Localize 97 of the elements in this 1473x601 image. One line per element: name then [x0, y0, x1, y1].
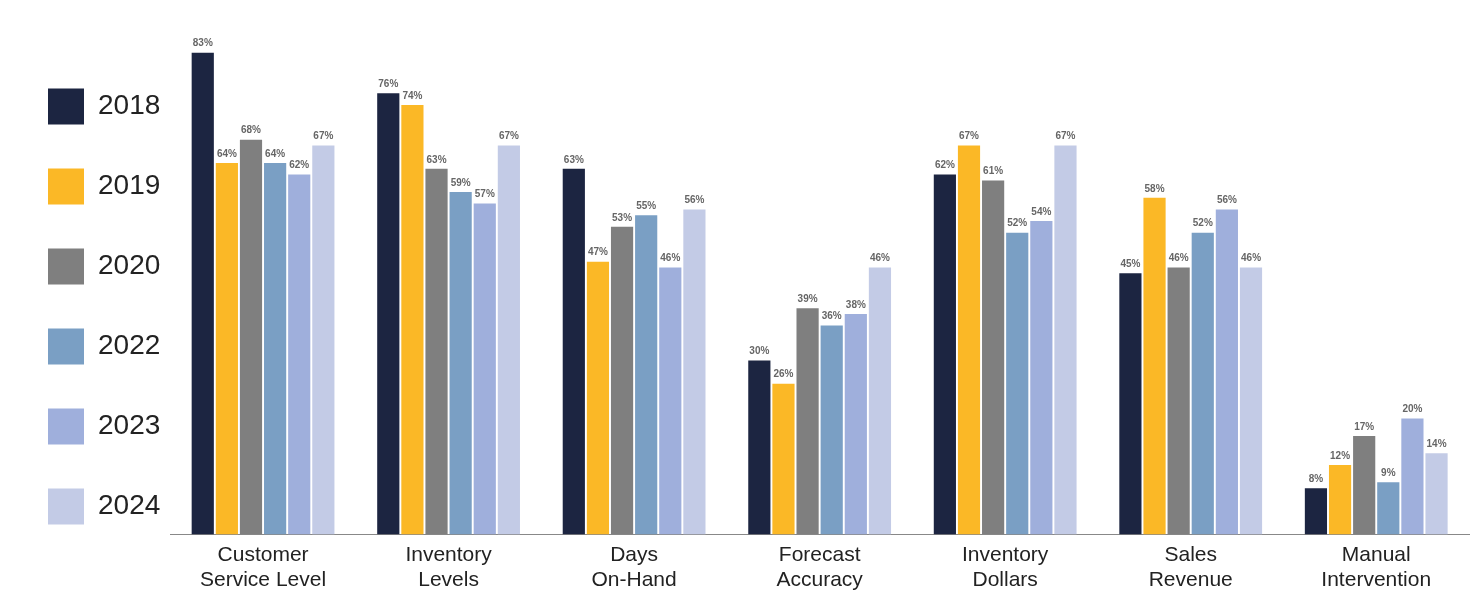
- data-label: 46%: [1168, 252, 1189, 264]
- legend-label: 2020: [98, 249, 161, 281]
- data-label: 20%: [1402, 403, 1423, 415]
- bar: [562, 168, 585, 535]
- data-label: 54%: [1031, 205, 1052, 217]
- bar: [497, 145, 520, 535]
- bar: [844, 313, 867, 535]
- legend-label: 2019: [98, 169, 161, 201]
- bar: [401, 104, 424, 535]
- data-label: 56%: [1216, 194, 1237, 206]
- bar: [1239, 267, 1263, 535]
- data-label: 26%: [773, 368, 794, 380]
- data-label: 63%: [563, 153, 584, 165]
- bar: [1377, 482, 1400, 535]
- data-label: 17%: [1354, 420, 1375, 432]
- data-label: 55%: [636, 199, 657, 211]
- data-label: 56%: [684, 194, 705, 206]
- bar: [1328, 464, 1352, 535]
- x-tick-label: Inventory Levels: [405, 542, 493, 591]
- legend-label: 2024: [98, 489, 161, 521]
- bar: [796, 308, 819, 535]
- bar: [1425, 453, 1448, 535]
- data-label: 61%: [983, 165, 1004, 177]
- bar: [288, 174, 311, 535]
- bar: [933, 174, 956, 535]
- bar: [1119, 273, 1142, 535]
- bar: [982, 180, 1005, 535]
- data-label: 67%: [498, 130, 519, 142]
- bar: [473, 203, 496, 535]
- bar: [449, 192, 472, 535]
- bar: [1167, 267, 1190, 535]
- data-label: 52%: [1192, 217, 1213, 229]
- bar: [215, 162, 238, 535]
- bar: [586, 261, 610, 535]
- bar: [191, 52, 214, 535]
- data-label: 74%: [402, 89, 423, 101]
- x-tick-label: Sales Revenue: [1148, 542, 1233, 591]
- data-label: 68%: [240, 124, 262, 136]
- data-label: 58%: [1144, 182, 1165, 194]
- bar: [1401, 418, 1424, 535]
- data-label: 52%: [1007, 217, 1028, 229]
- data-label: 83%: [192, 37, 213, 49]
- data-label: 9%: [1381, 467, 1396, 479]
- data-label: 46%: [1240, 252, 1262, 264]
- data-label: 67%: [313, 130, 334, 142]
- bar: [868, 267, 892, 535]
- bar: [425, 168, 448, 535]
- data-label: 63%: [426, 153, 447, 165]
- bar: [1143, 197, 1166, 535]
- bar: [748, 360, 771, 535]
- data-label: 38%: [845, 298, 866, 310]
- data-label: 59%: [450, 176, 471, 188]
- data-label: 45%: [1120, 258, 1141, 270]
- bar: [1353, 435, 1376, 535]
- data-label: 53%: [612, 211, 633, 223]
- bar: [1006, 232, 1029, 535]
- bar: [1304, 488, 1328, 535]
- bar: [772, 383, 795, 535]
- bar: [264, 162, 287, 535]
- bar: [683, 209, 706, 535]
- bar: [239, 139, 263, 535]
- data-label: 30%: [749, 345, 770, 357]
- bar: [635, 215, 658, 535]
- x-tick-label: Customer Service Level: [200, 542, 327, 591]
- legend-label: 2018: [98, 89, 161, 121]
- bar: [312, 145, 335, 535]
- data-label: 57%: [474, 188, 495, 200]
- data-label: 39%: [797, 292, 818, 304]
- bar: [820, 325, 843, 535]
- data-label: 12%: [1330, 449, 1351, 461]
- x-tick-label: Forecast Accuracy: [776, 542, 864, 591]
- legend-label: 2023: [98, 409, 161, 441]
- data-label: 67%: [1055, 130, 1076, 142]
- bar: [659, 267, 682, 535]
- data-label: 36%: [821, 310, 842, 322]
- bar: [377, 93, 400, 535]
- data-label: 62%: [934, 159, 955, 171]
- bar: [1191, 232, 1214, 535]
- data-label: 47%: [587, 246, 609, 258]
- data-label: 64%: [216, 147, 237, 159]
- data-label: 76%: [378, 78, 399, 90]
- bar: [1030, 221, 1053, 535]
- data-label: 8%: [1308, 472, 1324, 484]
- data-label: 14%: [1426, 438, 1447, 450]
- bar: [1054, 145, 1077, 535]
- data-label: 46%: [869, 252, 891, 264]
- bar: [1215, 209, 1238, 535]
- data-label: 67%: [958, 130, 980, 142]
- data-label: 62%: [289, 159, 310, 171]
- data-label: 46%: [660, 252, 681, 264]
- legend-label: 2022: [98, 329, 161, 361]
- x-tick-label: Manual Intervention: [1321, 542, 1432, 591]
- x-tick-label: Inventory Dollars: [961, 542, 1049, 591]
- bar: [610, 226, 634, 535]
- data-label: 64%: [265, 147, 286, 159]
- bar: [957, 145, 981, 535]
- x-tick-label: Days On-Hand: [591, 542, 677, 591]
